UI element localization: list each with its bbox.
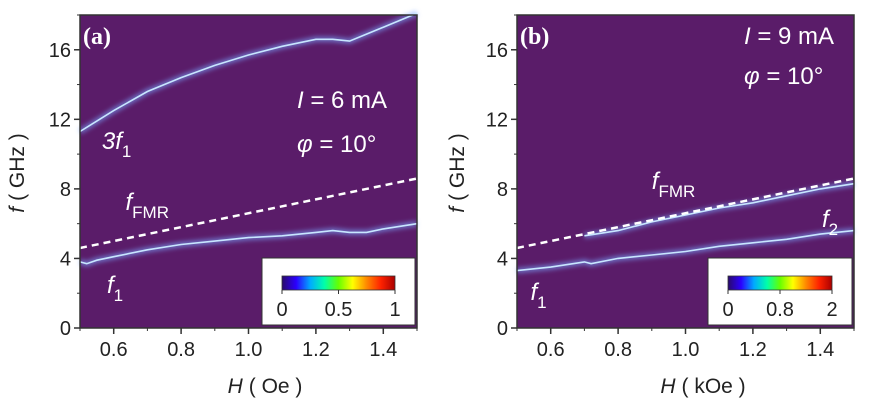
curve-label-b-0: fFMR: [652, 168, 696, 201]
annotation-current-b: I = 9 mA: [744, 23, 834, 50]
y-tick-label-a-4: 16: [49, 40, 71, 62]
y-axis-unit-a: ( GHz ): [6, 133, 29, 201]
curve-label-a-1: fFMR: [125, 189, 168, 222]
annotation-angle-symbol-a: φ: [297, 131, 313, 158]
axes-a: 0.6 0.8 1.0 1.2 1.4 0 4 8 12 16: [49, 14, 418, 361]
annotation-current-symbol-a: I: [297, 87, 304, 114]
y-axis-unit-b: ( GHz ): [446, 133, 469, 201]
annotation-angle-value-b: = 10°: [760, 63, 824, 90]
x-tick-label-a-2: 1.0: [235, 339, 263, 361]
curve-label-a-0: 3f1: [102, 128, 131, 161]
colorbar-b: 0 0.8 2: [707, 257, 853, 326]
y-tick-label-b-3: 12: [486, 109, 508, 131]
series-f2-b: [584, 182, 855, 237]
colorbar-a: 0 0.5 1: [261, 257, 416, 326]
x-axis-symbol-b: H: [660, 375, 676, 398]
annotation-angle-b: φ = 10°: [744, 63, 823, 90]
x-tick-label-b-4: 1.4: [806, 339, 834, 361]
colorbar-gradient-b: [727, 275, 833, 291]
colorbar-tick-label-b-1: 0.8: [766, 299, 794, 321]
y-tick-label-b-2: 8: [497, 179, 508, 201]
y-axis-symbol-a: f: [6, 205, 29, 213]
annotation-current-a: I = 6 mA: [297, 87, 387, 114]
curve-label-sub: FMR: [658, 182, 695, 201]
annotation-current-value-b: = 9 mA: [751, 23, 834, 50]
curve-label-base: f: [107, 272, 116, 299]
x-tick-label-a-3: 1.2: [302, 339, 330, 361]
curve-label-b-1: f2: [822, 206, 838, 239]
colorbar-tick-label-a-0: 0: [276, 299, 287, 321]
curve-label-sub: 2: [829, 220, 838, 239]
colorbar-tick-label-a-1: 0.5: [325, 299, 353, 321]
x-tick-label-b-3: 1.2: [739, 339, 767, 361]
y-axis-label-a: f ( GHz ): [6, 133, 29, 213]
colorbar-gradient-a: [281, 275, 396, 291]
curve-label-sub: 1: [122, 142, 131, 161]
series-3f1-a: [79, 12, 418, 133]
curve-label-sub: 1: [537, 293, 546, 312]
annotation-angle-symbol-b: φ: [744, 63, 760, 90]
series-ffmr-b: [516, 177, 855, 250]
series-ffmr-a: [79, 177, 418, 250]
x-axis-label-b: H ( kOe ): [660, 375, 745, 398]
series-f1-b: [516, 229, 855, 272]
x-tick-label-b-1: 0.8: [604, 339, 632, 361]
colorbar-tick-label-b-0: 0: [722, 299, 733, 321]
y-tick-label-b-1: 4: [497, 248, 508, 270]
curve-label-a-2: f1: [107, 272, 123, 305]
curve-label-base: f: [822, 206, 831, 233]
y-tick-label-a-1: 4: [60, 248, 71, 270]
x-tick-label-b-2: 1.0: [672, 339, 700, 361]
colorbar-tick-label-a-2: 1: [389, 299, 400, 321]
x-axis-symbol-a: H: [228, 375, 244, 398]
colorbar-tick-label-b-2: 2: [826, 299, 837, 321]
curve-label-sub: 1: [114, 286, 123, 305]
annotation-angle-a: φ = 10°: [297, 131, 376, 158]
y-axis-label-b: f ( GHz ): [446, 133, 469, 213]
annotation-current-value-a: = 6 mA: [304, 87, 387, 114]
y-axis-symbol-b: f: [446, 205, 469, 213]
curve-label-sub: FMR: [132, 203, 169, 222]
y-tick-label-b-0: 0: [497, 318, 508, 340]
y-tick-label-a-0: 0: [60, 318, 71, 340]
curve-label-base: 3f: [102, 128, 124, 155]
curve-label-base: f: [652, 168, 661, 195]
x-tick-label-b-0: 0.6: [537, 339, 565, 361]
x-axis-label-a: H( Oe ): [228, 375, 303, 398]
x-tick-label-a-1: 0.8: [167, 339, 195, 361]
curve-label-base: f: [530, 279, 539, 306]
y-tick-label-a-3: 12: [49, 109, 71, 131]
curve-label-b-2: f1: [530, 279, 546, 312]
series-f1-a: [79, 222, 418, 265]
curve-label-base: f: [125, 189, 134, 216]
x-tick-label-a-0: 0.6: [100, 339, 128, 361]
annotation-current-symbol-b: I: [744, 23, 751, 50]
x-tick-label-a-4: 1.4: [369, 339, 397, 361]
panel-label-b: (b): [520, 24, 549, 50]
x-axis-unit-a: ( Oe ): [249, 375, 303, 398]
y-tick-label-b-4: 16: [486, 40, 508, 62]
y-tick-label-a-2: 8: [60, 179, 71, 201]
panel-label-a: (a): [83, 24, 111, 50]
annotation-angle-value-a: = 10°: [313, 131, 377, 158]
x-axis-unit-b: ( kOe ): [682, 375, 746, 398]
